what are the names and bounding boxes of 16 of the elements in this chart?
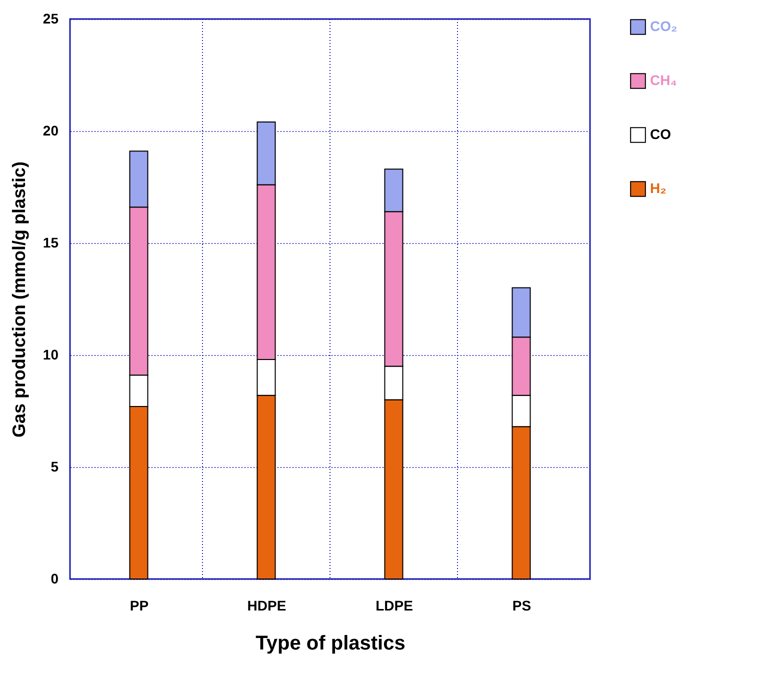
- legend-label: CO₂: [650, 18, 678, 34]
- x-axis-title: Type of plastics: [256, 632, 406, 654]
- y-tick-label: 20: [42, 122, 59, 138]
- y-tick-label: 0: [50, 570, 59, 586]
- y-tick-label: 15: [42, 234, 59, 250]
- legend-label: CH₄: [650, 72, 677, 88]
- y-tick-label: 5: [50, 458, 59, 474]
- y-tick-label: 10: [42, 346, 59, 362]
- x-tick-label: PP: [130, 598, 149, 614]
- x-tick-label: PS: [512, 598, 532, 614]
- legend-label: H₂: [650, 180, 666, 196]
- x-tick-label: HDPE: [247, 598, 286, 614]
- legend-label: CO: [650, 126, 672, 142]
- y-axis-title: Gas production (mmol/g plastic): [8, 161, 29, 438]
- x-tick-label: LDPE: [376, 598, 413, 614]
- y-tick-label: 25: [42, 10, 59, 26]
